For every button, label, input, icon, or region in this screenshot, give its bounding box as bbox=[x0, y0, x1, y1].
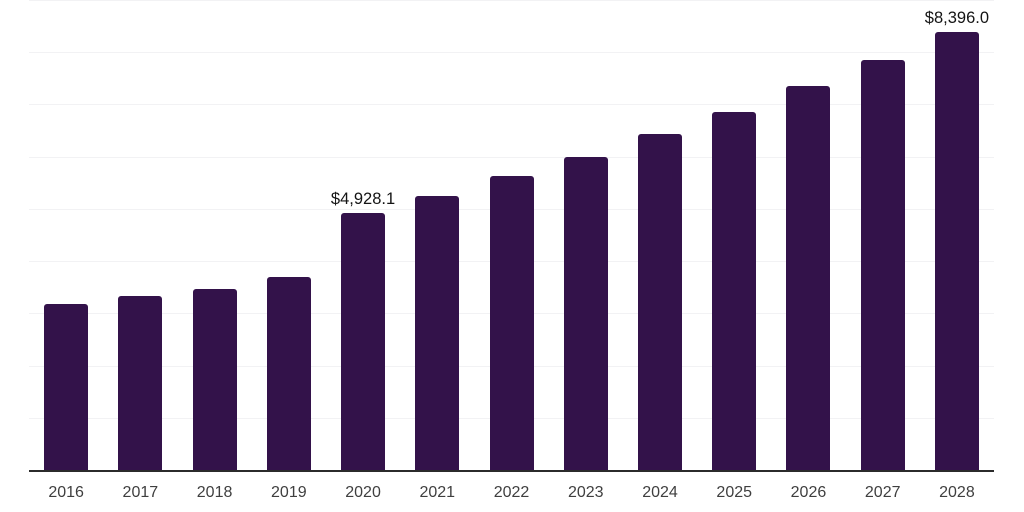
x-tick-label-2017: 2017 bbox=[122, 484, 159, 501]
bar-2017 bbox=[118, 296, 163, 470]
bar-band bbox=[29, 0, 103, 470]
bar-band: $8,396.0 bbox=[920, 0, 994, 470]
bar-value-label-2020: $4,928.1 bbox=[330, 190, 396, 209]
bar-band bbox=[400, 0, 474, 470]
bar-value-label-2028: $8,396.0 bbox=[924, 9, 990, 28]
x-tick-label-2028: 2028 bbox=[939, 484, 975, 501]
bar-2025 bbox=[712, 111, 757, 470]
x-axis-line bbox=[29, 470, 994, 472]
gridline bbox=[29, 104, 994, 106]
gridline bbox=[29, 52, 994, 54]
bar-2020 bbox=[341, 212, 386, 470]
x-tick-label-2027: 2027 bbox=[864, 484, 901, 501]
bar-2016 bbox=[44, 303, 89, 470]
bar-band bbox=[623, 0, 697, 470]
x-tick-label-2022: 2022 bbox=[493, 484, 530, 501]
bar-2024 bbox=[637, 133, 682, 470]
bar-2023 bbox=[563, 157, 608, 470]
bar-2022 bbox=[489, 176, 534, 470]
bar-band bbox=[103, 0, 177, 470]
bar-2026 bbox=[786, 85, 831, 470]
bar-band bbox=[549, 0, 623, 470]
gridline bbox=[29, 156, 994, 158]
bar-2028 bbox=[934, 31, 979, 470]
bar-band bbox=[846, 0, 920, 470]
x-tick-label-2021: 2021 bbox=[419, 484, 456, 501]
plot-area: $4,928.1 $8,396.0 bbox=[29, 0, 994, 472]
x-axis-tick-labels: 2016 2017 2018 2019 2020 2021 2022 2023 2024 2025… bbox=[29, 472, 994, 501]
bar-2021 bbox=[415, 196, 460, 470]
x-tick-label-2016: 2016 bbox=[48, 484, 84, 501]
bar-band bbox=[252, 0, 326, 470]
bar-2018 bbox=[192, 288, 237, 470]
bar-band bbox=[771, 0, 845, 470]
x-tick-label-2020: 2020 bbox=[345, 484, 381, 501]
bar-2027 bbox=[860, 59, 905, 470]
bar-2019 bbox=[266, 276, 311, 470]
x-tick-label-2025: 2025 bbox=[716, 484, 753, 501]
bars: $4,928.1 $8,396.0 bbox=[29, 0, 994, 470]
bar-band bbox=[474, 0, 548, 470]
bar-band bbox=[697, 0, 771, 470]
x-tick-label-2024: 2024 bbox=[642, 484, 678, 501]
gridline bbox=[29, 0, 994, 1]
x-tick-label-2026: 2026 bbox=[790, 484, 827, 501]
bar-band bbox=[177, 0, 251, 470]
x-tick-label-2023: 2023 bbox=[567, 484, 604, 501]
x-tick-label-2018: 2018 bbox=[196, 484, 233, 501]
bar-band: $4,928.1 bbox=[326, 0, 400, 470]
x-tick-label-2019: 2019 bbox=[271, 484, 307, 501]
